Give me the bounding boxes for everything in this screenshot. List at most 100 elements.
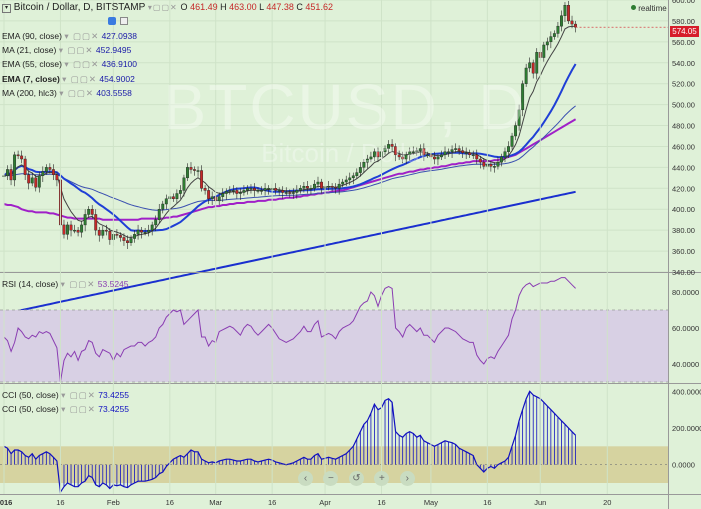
candle bbox=[150, 224, 154, 231]
candle bbox=[418, 148, 422, 151]
candle bbox=[154, 219, 158, 226]
candle bbox=[129, 238, 133, 243]
candle bbox=[66, 224, 69, 235]
candle bbox=[471, 154, 475, 157]
candle bbox=[425, 154, 429, 157]
candle bbox=[203, 188, 207, 191]
candle bbox=[51, 169, 55, 175]
zoom-out-icon[interactable]: − bbox=[323, 471, 339, 486]
x-tick-label: Jun bbox=[534, 498, 546, 507]
cci-legend: CCI (50, close) ▾ ▢▢✕ 73.4255 CCI (50, c… bbox=[2, 389, 129, 416]
candle bbox=[457, 148, 461, 151]
candle bbox=[62, 224, 66, 235]
candle bbox=[104, 229, 108, 232]
realtime-dot-icon bbox=[631, 5, 636, 10]
candle bbox=[478, 158, 482, 163]
candle bbox=[531, 62, 535, 74]
candle bbox=[507, 146, 510, 152]
indicator-row[interactable]: EMA (7, close) ▾ ▢▢✕ 454.9002 bbox=[2, 73, 135, 84]
candle bbox=[305, 186, 309, 189]
x-tick-label: 20 bbox=[603, 498, 611, 507]
candle bbox=[574, 23, 577, 28]
candle bbox=[157, 209, 161, 220]
candle bbox=[80, 224, 84, 233]
candle bbox=[351, 175, 355, 179]
candle bbox=[436, 156, 440, 160]
candle bbox=[267, 188, 271, 190]
cci-tick-label: 400.0000 bbox=[672, 387, 701, 396]
settings-toggle-icon[interactable] bbox=[108, 17, 116, 25]
scroll-right-icon[interactable]: › bbox=[399, 471, 415, 486]
candle bbox=[281, 190, 285, 193]
candle bbox=[224, 191, 228, 194]
indicator-row[interactable]: MA (21, close) ▾ ▢▢✕ 452.9495 bbox=[2, 45, 132, 56]
legend-buttons[interactable]: ▾▢▢✕ bbox=[147, 3, 178, 12]
candle bbox=[13, 154, 17, 181]
candle bbox=[196, 170, 200, 172]
candle bbox=[87, 209, 91, 215]
candle bbox=[133, 234, 136, 239]
visibility-toggle-icon[interactable] bbox=[120, 17, 128, 25]
candle bbox=[344, 179, 348, 183]
cci-legend-row[interactable]: CCI (50, close) ▾ ▢▢✕ 73.4255 bbox=[2, 403, 129, 414]
collapse-icon[interactable]: ▾ bbox=[2, 4, 11, 13]
indicator-row[interactable]: EMA (90, close) ▾ ▢▢✕ 427.0938 bbox=[2, 31, 138, 41]
candle bbox=[397, 154, 401, 158]
candle bbox=[327, 186, 331, 188]
candle bbox=[143, 232, 147, 234]
candle bbox=[387, 144, 390, 149]
rsi-tick-label: 40.0000 bbox=[672, 360, 699, 369]
candle bbox=[108, 230, 112, 240]
legend-header: ▾ Bitcoin / Dollar, D, BITSTAMP ▾▢▢✕ O 4… bbox=[2, 2, 333, 13]
candle bbox=[73, 229, 76, 232]
candle bbox=[302, 186, 306, 189]
x-tick-label: 16 bbox=[166, 498, 174, 507]
candle bbox=[401, 156, 405, 160]
reset-icon[interactable]: ↺ bbox=[348, 471, 364, 486]
candle bbox=[37, 175, 41, 188]
ema90-line bbox=[3, 118, 577, 221]
candle bbox=[246, 188, 249, 191]
y-tick-label: 340.00 bbox=[672, 268, 695, 277]
zoom-in-icon[interactable]: + bbox=[374, 471, 390, 486]
candle bbox=[238, 192, 242, 194]
candle bbox=[295, 190, 299, 193]
cci-pane bbox=[0, 390, 668, 494]
candle bbox=[394, 146, 398, 156]
candle bbox=[510, 135, 514, 147]
candle bbox=[16, 154, 20, 157]
candle bbox=[560, 15, 563, 27]
candle bbox=[27, 174, 31, 184]
candle bbox=[503, 151, 507, 158]
last-price-label: 574.05 bbox=[670, 26, 699, 37]
rsi-tick-label: 80.0000 bbox=[672, 288, 699, 297]
y-tick-label: 520.00 bbox=[672, 80, 695, 89]
candle bbox=[454, 148, 458, 150]
candle bbox=[563, 5, 567, 16]
rsi-pane bbox=[0, 277, 668, 383]
candle bbox=[97, 229, 101, 236]
candle bbox=[200, 170, 204, 189]
candle bbox=[482, 161, 486, 167]
candle bbox=[528, 62, 532, 69]
indicator-row[interactable]: EMA (55, close) ▾ ▢▢✕ 436.9100 bbox=[2, 59, 138, 70]
candle bbox=[376, 151, 380, 158]
symbol-title[interactable]: Bitcoin / Dollar, D, BITSTAMP bbox=[13, 2, 146, 13]
candle bbox=[235, 190, 239, 194]
candle bbox=[369, 156, 373, 160]
rsi-legend[interactable]: RSI (14, close) ▾ ▢▢✕ 53.5245 bbox=[2, 279, 129, 289]
candle bbox=[34, 177, 38, 188]
candle bbox=[9, 169, 13, 181]
candle bbox=[186, 167, 189, 179]
candle bbox=[517, 109, 521, 126]
candle bbox=[313, 183, 316, 189]
y-tick-label: 560.00 bbox=[672, 38, 695, 47]
candle bbox=[178, 190, 182, 194]
candle bbox=[358, 167, 362, 173]
scroll-left-icon[interactable]: ‹ bbox=[298, 471, 313, 486]
candle bbox=[253, 188, 256, 191]
cci-legend-row[interactable]: CCI (50, close) ▾ ▢▢✕ 73.4255 bbox=[2, 390, 129, 400]
indicator-row[interactable]: MA (200, hlc3) ▾ ▢▢✕ 403.5558 bbox=[2, 87, 132, 98]
